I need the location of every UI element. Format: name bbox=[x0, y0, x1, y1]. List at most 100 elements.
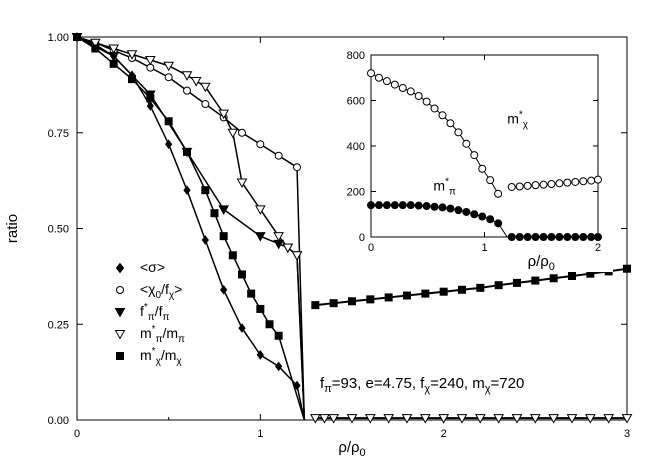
inset-point-mchi_star_high bbox=[507, 182, 516, 191]
inset-point-mchi_star_high bbox=[547, 179, 556, 188]
inset-point-mpi_star bbox=[478, 212, 487, 221]
series-mchi bbox=[73, 33, 306, 421]
data-point-sigma bbox=[183, 185, 191, 196]
data-point-mchi bbox=[274, 331, 283, 340]
y-tick-label: 1.00 bbox=[48, 32, 69, 44]
data-point-mchi bbox=[201, 186, 210, 195]
inset-point-mpi_star bbox=[462, 207, 471, 216]
inset-series-mpi_star_high bbox=[507, 233, 602, 241]
data-point-mchi_high bbox=[439, 287, 448, 296]
data-point-mchi_high bbox=[384, 293, 393, 302]
data-point-mpi bbox=[126, 50, 138, 60]
legend-label-mchi: m*χ/mχ bbox=[140, 346, 182, 367]
inset-point-mpi_star bbox=[470, 210, 479, 219]
inset-series-mpi_star bbox=[367, 201, 508, 238]
data-point-mchi_high bbox=[348, 297, 356, 306]
series-mpi bbox=[71, 33, 633, 424]
inset-point-mpi_star bbox=[454, 206, 463, 215]
data-point-mpi bbox=[309, 414, 321, 424]
inset-series-mchi_star bbox=[367, 69, 503, 198]
data-point-mpi bbox=[603, 414, 615, 424]
data-point-chi0 bbox=[293, 163, 301, 172]
inset-point-mpi_star_high bbox=[594, 233, 602, 241]
inset-point-mpi_star_high bbox=[507, 233, 516, 241]
data-point-mpi bbox=[621, 414, 633, 424]
data-point-mchi bbox=[91, 44, 100, 53]
inset-point-mpi_star bbox=[398, 201, 407, 210]
inset-point-mpi_star_high bbox=[555, 233, 564, 241]
inset-point-mpi_star bbox=[446, 204, 455, 213]
data-point-sigma bbox=[293, 380, 301, 391]
legend-marker-sigma bbox=[115, 262, 125, 274]
main-plot: 0.00 0.25 0.50 0.75 1.00 0 1 2 3 ρ/ρ0 ratio <σ> <χ0/… bbox=[4, 32, 633, 459]
data-point-mchi bbox=[210, 209, 219, 218]
inset-point-mchi_star_high bbox=[539, 180, 548, 189]
data-point-chi0 bbox=[164, 73, 173, 82]
data-point-sigma bbox=[275, 361, 283, 372]
inset-point-mchi_star bbox=[382, 77, 391, 86]
data-point-chi0 bbox=[274, 151, 283, 160]
data-point-mchi_high bbox=[476, 283, 485, 292]
inset-point-mchi_star bbox=[470, 151, 479, 160]
inset-point-mchi_star bbox=[462, 139, 471, 148]
legend-label-chi0: <χ0/fχ> bbox=[140, 281, 182, 301]
data-point-mpi bbox=[89, 38, 101, 49]
data-point-mpi bbox=[383, 414, 395, 424]
inset-point-mchi_star bbox=[454, 128, 463, 137]
inset-point-mpi_star bbox=[414, 201, 423, 210]
data-point-mchi_high bbox=[531, 276, 540, 285]
inset-point-mpi_star bbox=[406, 201, 415, 210]
y-tick-label: 0.00 bbox=[48, 415, 69, 427]
data-point-chi0 bbox=[201, 100, 210, 109]
y-axis-title: ratio bbox=[4, 214, 21, 243]
data-point-mchi_high bbox=[329, 299, 338, 308]
data-point-mpi bbox=[218, 109, 230, 120]
inset-point-mpi_star bbox=[494, 219, 503, 228]
inset-point-mpi_star bbox=[374, 201, 383, 210]
data-point-mchi_high bbox=[494, 281, 503, 290]
inset-point-mchi_star bbox=[494, 189, 503, 198]
inset-point-mchi_star_high bbox=[523, 181, 532, 190]
legend-marker-mchi bbox=[116, 352, 124, 360]
data-point-mpi bbox=[190, 77, 202, 87]
data-point-mpi bbox=[456, 414, 468, 424]
data-point-mchi_high bbox=[623, 264, 631, 273]
data-point-mchi bbox=[164, 117, 173, 126]
legend-marker-chi0 bbox=[116, 286, 124, 294]
inset-plot: 0 200 400 600 800 0 1 2 ρ/ρ0 m*χ m*π bbox=[326, 40, 613, 273]
y-tick-label: 0.50 bbox=[48, 224, 69, 236]
inset-x-tick-label: 1 bbox=[481, 242, 487, 254]
data-point-mpi bbox=[108, 44, 120, 55]
legend-label-mpi: m*π/mπ bbox=[140, 324, 185, 345]
inset-x-tick-label: 0 bbox=[368, 242, 374, 254]
inset-background bbox=[326, 40, 613, 272]
legend-label-fpi: f*π/fπ bbox=[140, 302, 169, 323]
data-point-mchi_high bbox=[513, 278, 521, 287]
data-point-chi0 bbox=[256, 140, 265, 149]
data-point-mchi_high bbox=[568, 271, 576, 280]
data-point-mpi bbox=[144, 55, 156, 66]
inset-point-mpi_star_high bbox=[563, 233, 572, 241]
inset-point-mchi_star bbox=[446, 119, 455, 128]
inset-point-mpi_star bbox=[390, 201, 399, 210]
inset-point-mchi_star_high bbox=[515, 182, 524, 191]
data-point-mchi_high bbox=[311, 301, 320, 310]
data-point-mpi bbox=[227, 128, 239, 139]
data-point-sigma bbox=[165, 139, 173, 150]
data-point-mchi bbox=[219, 232, 228, 241]
x-tick-label: 0 bbox=[74, 428, 80, 440]
data-point-mpi bbox=[548, 414, 560, 424]
y-tick-label: 0.75 bbox=[48, 128, 69, 140]
data-point-sigma bbox=[201, 235, 209, 245]
inset-point-mpi_star bbox=[486, 215, 495, 224]
data-point-mpi bbox=[319, 414, 330, 424]
inset-point-mchi_star_high bbox=[587, 176, 596, 185]
inset-point-mpi_star_high bbox=[587, 233, 596, 241]
inset-point-mpi_star bbox=[430, 202, 439, 211]
inset-point-mchi_star bbox=[486, 176, 495, 185]
y-tick-label: 0.25 bbox=[48, 319, 69, 331]
inset-point-mchi_star bbox=[430, 104, 439, 113]
data-point-mpi bbox=[438, 414, 450, 424]
legend-marker-mpi bbox=[114, 330, 126, 340]
x-tick-label: 2 bbox=[441, 428, 447, 440]
